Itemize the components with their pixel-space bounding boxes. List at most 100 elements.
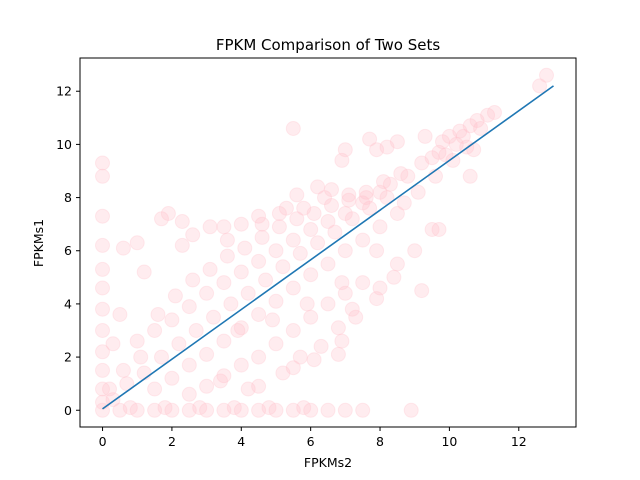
scatter-point xyxy=(226,400,242,416)
scatter-point xyxy=(240,381,256,397)
scatter-point xyxy=(112,402,128,418)
fit-line-layer xyxy=(102,85,554,410)
scatter-point xyxy=(213,373,228,389)
scatter-point xyxy=(396,195,412,211)
scatter-point xyxy=(147,402,163,418)
scatter-point xyxy=(254,216,270,232)
scatter-point xyxy=(160,206,176,221)
scatter-point xyxy=(157,400,173,416)
scatter-point xyxy=(275,259,291,275)
y-tick-label: 6 xyxy=(64,243,72,258)
scatter-point xyxy=(362,131,378,147)
scatter-point xyxy=(115,240,131,256)
scatter-point xyxy=(268,293,284,309)
y-tick-label: 8 xyxy=(64,190,72,205)
scatter-point xyxy=(296,200,312,216)
scatter-point xyxy=(358,190,374,206)
scatter-point xyxy=(320,296,336,312)
scatter-point xyxy=(292,245,308,261)
scatter-point xyxy=(303,309,319,325)
scatter-point xyxy=(424,222,440,237)
scatter-point xyxy=(136,365,152,381)
scatter-point xyxy=(303,222,319,237)
scatter-point xyxy=(337,402,353,418)
x-axis: 0 2 4 6 8 10 12 xyxy=(99,427,527,449)
scatter-point xyxy=(324,198,339,213)
scatter-point xyxy=(414,283,430,299)
scatter-point xyxy=(334,333,350,349)
scatter-point xyxy=(369,142,385,158)
scatter-point xyxy=(435,134,450,150)
scatter-point xyxy=(327,224,343,240)
scatter-point xyxy=(206,309,221,325)
scatter-point xyxy=(334,152,350,168)
scatter-point xyxy=(171,336,187,352)
scatter-point xyxy=(95,344,110,360)
scatter-point xyxy=(271,206,287,221)
scatter-point xyxy=(95,362,110,378)
y-axis: 0 2 4 6 8 10 12 xyxy=(56,84,80,418)
scatter-point xyxy=(306,206,322,221)
scatter-point xyxy=(278,200,294,216)
scatter-point xyxy=(216,219,232,235)
scatter-point xyxy=(233,216,249,232)
scatter-point xyxy=(233,402,249,418)
scatter-point xyxy=(154,349,169,365)
scatter-point xyxy=(424,150,440,166)
scatter-point xyxy=(136,264,152,280)
scatter-point xyxy=(337,206,353,221)
scatter-point xyxy=(265,312,280,328)
x-tick-label: 10 xyxy=(441,434,457,449)
scatter-point xyxy=(199,402,215,418)
scatter-point xyxy=(417,128,433,144)
scatter-point xyxy=(258,272,274,288)
scatter-point xyxy=(303,267,319,283)
scatter-point xyxy=(216,402,232,418)
scatter-point xyxy=(337,285,353,301)
scatter-point xyxy=(313,338,329,354)
scatter-point xyxy=(355,402,371,418)
scatter-point xyxy=(289,187,305,203)
y-tick-label: 0 xyxy=(64,403,72,418)
scatter-point xyxy=(237,240,253,256)
scatter-point xyxy=(372,219,388,235)
scatter-point xyxy=(393,166,409,182)
scatter-point xyxy=(216,275,232,291)
scatter-point xyxy=(379,139,395,155)
scatter-point xyxy=(334,275,350,291)
scatter-point xyxy=(95,237,110,253)
scatter-point xyxy=(164,402,180,418)
scatter-point xyxy=(369,243,385,259)
scatter-point xyxy=(147,381,163,397)
x-tick-label: 4 xyxy=(237,434,245,449)
scatter-point xyxy=(431,144,447,160)
chart-title: FPKM Comparison of Two Sets xyxy=(216,36,441,54)
scatter-point xyxy=(95,168,110,184)
scatter-point xyxy=(199,285,215,301)
scatter-point xyxy=(289,211,305,227)
scatter-point xyxy=(174,214,190,229)
scatter-point xyxy=(102,381,117,397)
scatter-point xyxy=(251,208,267,224)
scatter-point xyxy=(251,378,267,394)
scatter-point xyxy=(199,346,215,362)
scatter-point xyxy=(115,362,131,378)
scatter-point xyxy=(95,381,110,397)
scatter-point xyxy=(431,222,447,237)
x-tick-label: 0 xyxy=(99,434,107,449)
scatter-point xyxy=(337,243,353,259)
scatter-point xyxy=(389,134,405,150)
scatter-point xyxy=(306,352,322,368)
x-tick-label: 6 xyxy=(307,434,315,449)
x-tick-label: 2 xyxy=(168,434,176,449)
scatter-point xyxy=(372,184,388,200)
scatter-point xyxy=(320,214,336,229)
scatter-point xyxy=(389,206,405,221)
scatter-point xyxy=(164,370,180,386)
scatter-point xyxy=(382,176,398,192)
scatter-point xyxy=(330,320,346,336)
scatter-point xyxy=(133,349,149,365)
y-tick-label: 2 xyxy=(64,350,72,365)
